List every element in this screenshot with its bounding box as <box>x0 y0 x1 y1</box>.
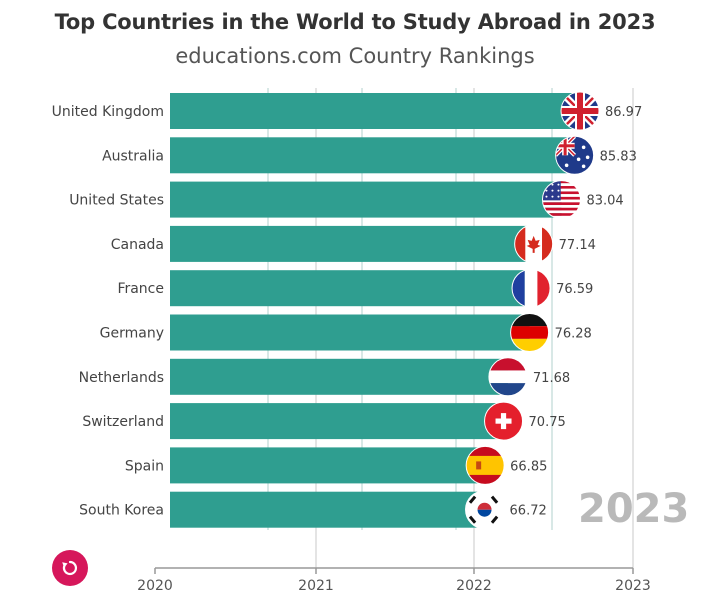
category-label: Germany <box>100 326 164 342</box>
france-flag-icon <box>511 268 551 308</box>
tick-label: 2021 <box>298 578 334 594</box>
switzerland-flag-icon <box>484 401 524 441</box>
bar <box>170 358 508 395</box>
tick-label: 2022 <box>456 578 492 594</box>
australia-flag-icon <box>555 135 595 175</box>
bar <box>170 181 562 218</box>
value-label: 66.72 <box>510 504 547 519</box>
germany-flag-icon <box>510 313 550 352</box>
replay-icon <box>62 560 78 576</box>
value-label: 77.14 <box>559 238 596 253</box>
usa-flag-icon <box>541 180 581 220</box>
category-label: United Kingdom <box>52 104 164 120</box>
value-label: 76.59 <box>556 282 593 297</box>
category-label: Australia <box>102 148 164 164</box>
year-watermark: 2023 <box>578 486 690 532</box>
bar <box>170 137 575 174</box>
value-label: 86.97 <box>605 105 642 120</box>
x-axis: 2020 2021 2022 2023 <box>137 567 651 594</box>
category-label: Canada <box>111 237 164 253</box>
bar <box>170 491 485 528</box>
value-label: 85.83 <box>600 149 637 164</box>
bars: United Kingdom 86.97 Australia 85.83 United … <box>52 91 642 530</box>
bar <box>170 314 530 351</box>
category-label: Netherlands <box>79 370 164 386</box>
spain-flag-icon <box>465 445 505 485</box>
category-label: Spain <box>125 458 164 474</box>
uk-flag-icon <box>560 91 600 131</box>
value-label: 71.68 <box>533 371 570 386</box>
bar <box>170 270 532 307</box>
category-label: France <box>117 281 164 297</box>
category-label: Switzerland <box>82 414 164 430</box>
bar <box>170 225 534 262</box>
value-label: 83.04 <box>586 194 623 209</box>
replay-button[interactable] <box>52 550 88 586</box>
category-label: United States <box>69 193 164 209</box>
bar <box>170 447 486 484</box>
page-title: Top Countries in the World to Study Abro… <box>54 10 656 34</box>
canada-flag-icon <box>514 224 554 264</box>
category-label: South Korea <box>79 503 164 519</box>
tick-label: 2020 <box>137 578 173 594</box>
value-label: 66.85 <box>510 459 547 474</box>
netherlands-flag-icon <box>488 357 528 397</box>
south-korea-flag-icon <box>465 490 505 530</box>
tick-label: 2023 <box>615 578 651 594</box>
value-label: 70.75 <box>529 415 566 430</box>
value-label: 76.28 <box>555 327 592 342</box>
bar <box>170 403 504 440</box>
page-subtitle: educations.com Country Rankings <box>175 44 535 68</box>
bar <box>170 93 580 129</box>
